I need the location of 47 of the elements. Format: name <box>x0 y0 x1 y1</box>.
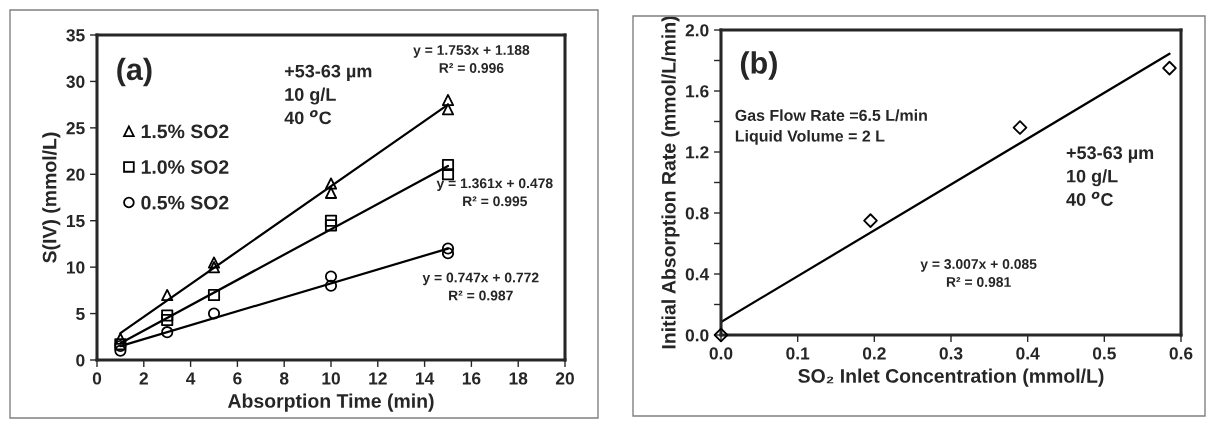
legend-label: 0.5% SO2 <box>141 195 229 210</box>
annotation: y = 1.361x + 0.478 R² = 0.995 <box>436 178 553 207</box>
y-axis-title: Initial Absorption Rate (mmol/L/min) <box>661 16 680 349</box>
x-tick-label: 0 <box>92 372 102 385</box>
y-tick-label: 2.0 <box>685 24 709 37</box>
annotation: (a) <box>117 57 152 87</box>
x-tick-label: 12 <box>369 372 387 385</box>
y-tick-label: 0.8 <box>685 207 709 220</box>
x-tick-label: 20 <box>555 372 574 385</box>
y-tick-label: 35 <box>66 29 85 42</box>
annotation: y = 0.747x + 0.772 R² = 0.987 <box>422 272 539 301</box>
x-tick-label: 0.4 <box>1016 347 1040 360</box>
y-tick-label: 30 <box>66 75 85 88</box>
y-tick-label: 0.0 <box>685 329 709 342</box>
x-tick-label: 0.1 <box>786 347 810 360</box>
x-tick-label: 6 <box>233 372 242 385</box>
legend-label: 1.5% SO2 <box>141 124 229 139</box>
annotation: Gas Flow Rate =6.5 L/min Liquid Volume = 2 L <box>735 109 927 145</box>
y-axis-title: S(IV) (mmol/L) <box>42 132 61 263</box>
x-tick-label: 0.3 <box>939 347 963 360</box>
annotation: +53-63 µm 10 g/L 40 $^{o}$C <box>284 64 372 125</box>
y-tick-label: 10 <box>66 261 85 274</box>
y-tick-label: 5 <box>76 307 85 321</box>
x-tick-label: 0.2 <box>862 347 886 360</box>
y-tick-label: 25 <box>66 122 85 135</box>
x-tick-label: 14 <box>416 372 435 385</box>
annotation: y = 1.753x + 1.188 R² = 0.996 <box>413 45 530 73</box>
annotation: (b) <box>740 51 777 80</box>
x-tick-label: 10 <box>322 372 340 385</box>
y-tick-label: 0.4 <box>685 268 710 281</box>
x-tick-label: 18 <box>509 372 528 385</box>
x-tick-label: 8 <box>279 372 289 385</box>
x-tick-label: 16 <box>462 372 481 385</box>
y-tick-label: 1.6 <box>686 85 709 98</box>
x-tick-label: 0.6 <box>1169 347 1193 360</box>
annotation: +53-63 µm 10 g/L 40 $^{o}$C <box>1066 146 1154 206</box>
y-tick-label: 20 <box>66 168 85 181</box>
y-tick-label: 15 <box>66 215 85 228</box>
x-axis-title: SO₂ Inlet Concentration (mmol/L) <box>798 368 1104 387</box>
y-tick-label: 1.2 <box>686 146 709 159</box>
x-tick-label: 2 <box>139 372 148 385</box>
x-tick-label: 0.0 <box>709 347 733 360</box>
legend-label: 1.0% SO2 <box>141 160 229 174</box>
x-axis-title: Absorption Time (min) <box>227 393 434 412</box>
annotation: y = 3.007x + 0.085 R² = 0.981 <box>920 259 1037 287</box>
x-tick-label: 4 <box>186 372 196 385</box>
x-tick-label: 0.5 <box>1092 347 1116 360</box>
